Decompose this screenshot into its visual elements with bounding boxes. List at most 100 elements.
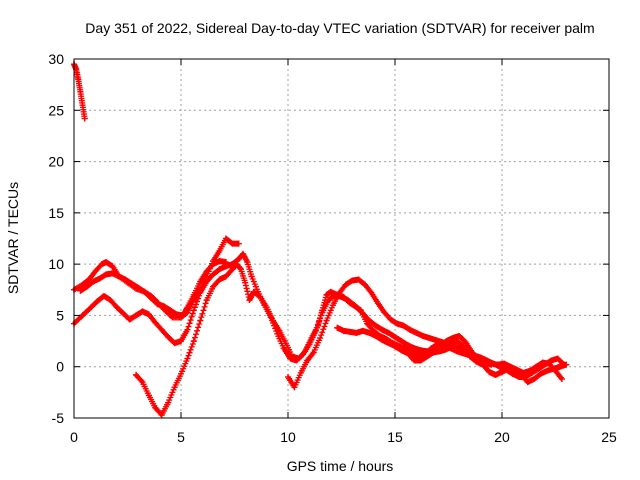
data-point (233, 261, 240, 268)
data-point (178, 370, 184, 377)
data-point (353, 304, 360, 311)
data-point (210, 283, 217, 290)
data-point (210, 261, 217, 268)
data-point (317, 334, 324, 341)
data-point (109, 270, 116, 277)
data-point (100, 292, 107, 299)
data-point (323, 291, 330, 298)
data-point (128, 280, 135, 287)
data-point (222, 263, 229, 270)
x-tick-label: 0 (70, 429, 78, 445)
data-point (280, 345, 287, 352)
x-tick-label: 20 (494, 429, 510, 445)
data-point (533, 363, 540, 370)
data-point (411, 345, 418, 352)
data-point (364, 320, 371, 327)
data-point (197, 289, 204, 296)
data-point (158, 326, 165, 333)
y-tick-label: 30 (48, 51, 64, 67)
x-tick-label: 25 (601, 429, 617, 445)
data-point (479, 360, 486, 367)
data-point (79, 312, 86, 319)
data-point (203, 268, 210, 275)
data-point (492, 371, 499, 378)
x-tick-label: 15 (387, 429, 403, 445)
data-point (336, 289, 343, 296)
x-axis-label: GPS time / hours (287, 458, 394, 474)
data-point (165, 399, 172, 406)
y-tick-label: -5 (52, 410, 65, 426)
data-point (90, 278, 97, 285)
data-point (385, 329, 392, 336)
data-point (120, 310, 127, 317)
data-point (216, 247, 223, 254)
data-point (145, 392, 152, 399)
data-point (340, 327, 347, 334)
data-point (203, 297, 210, 304)
y-axis-label: SDTVAR / TECUs (5, 182, 21, 294)
data-point (347, 328, 354, 335)
y-tick-label: 5 (56, 307, 64, 323)
data-point (263, 304, 270, 311)
data-point (441, 343, 448, 350)
data-point (511, 367, 518, 374)
data-point (415, 355, 422, 362)
data-point (109, 263, 116, 270)
series-satellite-arc-3 (77, 258, 229, 319)
data-point (334, 324, 341, 331)
data-point (169, 314, 176, 321)
data-point (543, 367, 550, 374)
data-point (154, 301, 161, 308)
data-point (456, 332, 463, 339)
data-point (428, 345, 435, 352)
data-point (550, 365, 557, 372)
y-tick-label: 10 (48, 256, 64, 272)
data-point (79, 102, 86, 109)
data-point (77, 88, 84, 95)
data-point (548, 357, 555, 364)
data-point (197, 317, 204, 324)
data-point (558, 376, 565, 383)
data-point (406, 326, 413, 333)
data-point (103, 271, 110, 278)
data-point (494, 361, 501, 368)
data-point (85, 276, 92, 283)
data-point (222, 273, 229, 280)
data-point (139, 379, 146, 386)
data-point (539, 359, 546, 366)
y-tick-label: 15 (48, 205, 64, 221)
data-point (96, 275, 103, 282)
data-point (276, 327, 283, 334)
data-point (190, 307, 197, 314)
x-tick-label: 10 (280, 429, 296, 445)
data-point (526, 367, 533, 374)
series-satellite-arc-4 (71, 250, 499, 378)
data-point (486, 368, 493, 375)
grid-lines (74, 59, 609, 418)
data-point (319, 307, 326, 314)
data-point (379, 326, 386, 333)
data-point (122, 276, 129, 283)
data-point (240, 250, 247, 257)
data-point (505, 365, 512, 372)
series-satellite-arc-8 (402, 341, 570, 386)
data-point (180, 312, 187, 319)
data-point (349, 277, 356, 284)
data-point (77, 287, 84, 294)
data-point (216, 266, 223, 273)
data-point (171, 384, 178, 391)
data-point (145, 311, 152, 318)
data-point (460, 350, 467, 357)
data-point (400, 322, 407, 329)
data-point (248, 273, 255, 280)
data-point (297, 369, 304, 376)
data-point (178, 338, 184, 345)
data-point (327, 288, 334, 295)
data-point (362, 281, 369, 288)
data-point (347, 300, 354, 307)
data-point (246, 297, 253, 304)
data-point (291, 384, 298, 391)
data-point (141, 288, 148, 295)
data-point (404, 342, 411, 349)
data-point (473, 357, 480, 364)
